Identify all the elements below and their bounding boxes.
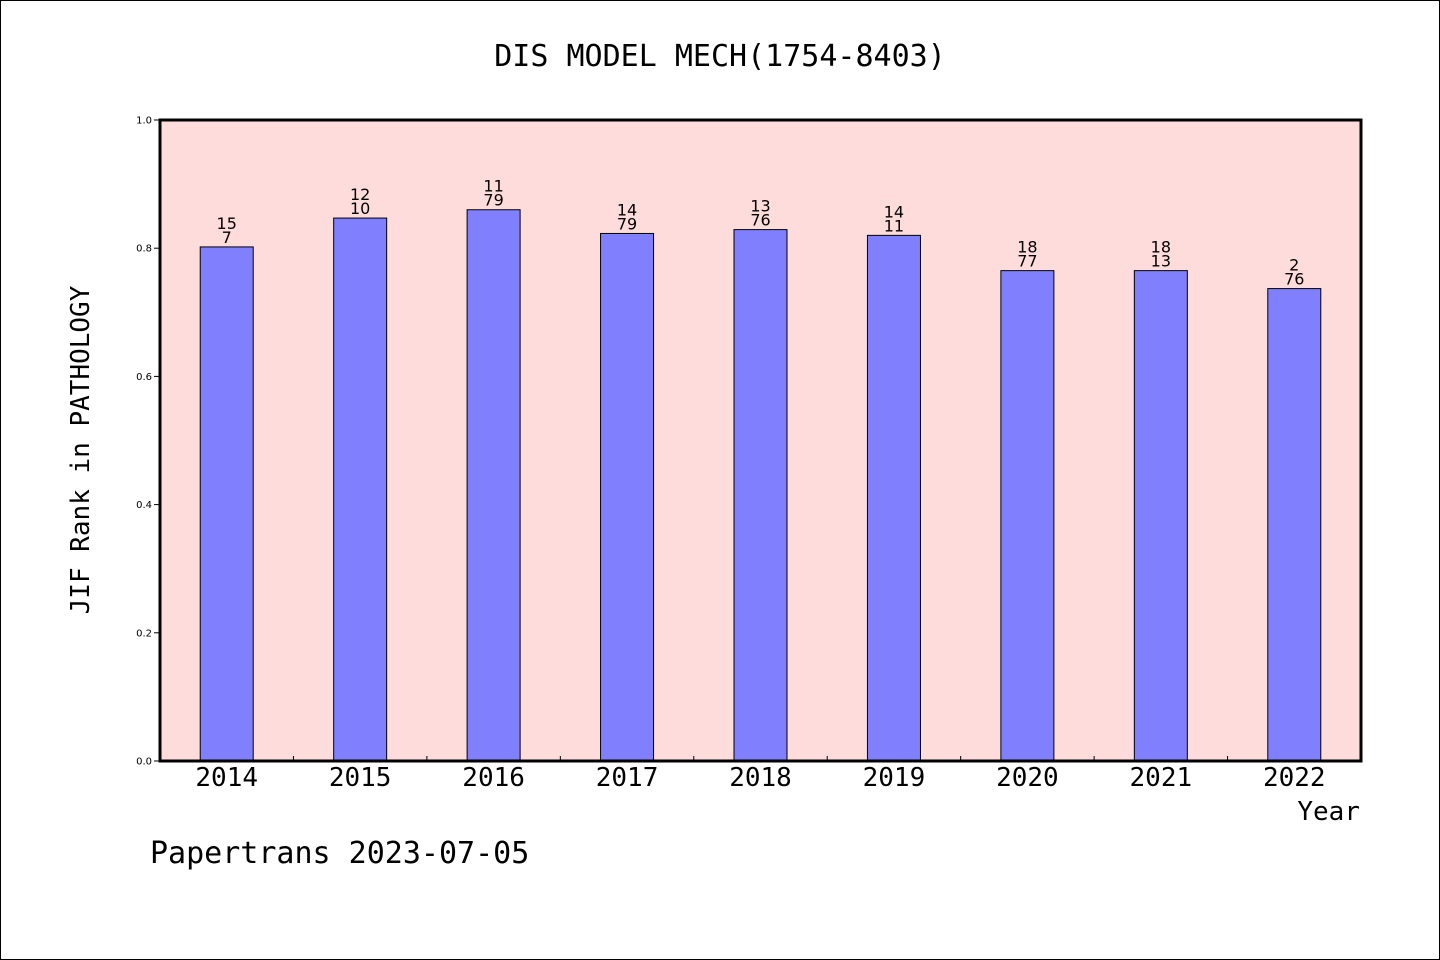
x-tick-label-2021: 2021 bbox=[1130, 763, 1193, 793]
bar-label-2020-top: 18 bbox=[1017, 238, 1037, 257]
bar-label-2018-bottom: 76 bbox=[750, 211, 770, 230]
bar-2022 bbox=[1267, 288, 1322, 762]
x-tick-label-2015: 2015 bbox=[329, 763, 392, 793]
bar-2017 bbox=[600, 232, 655, 762]
x-tick-label-2014: 2014 bbox=[195, 763, 258, 793]
y-tick-label-0.0: 0.0 bbox=[136, 757, 152, 768]
bar-2020 bbox=[1000, 270, 1055, 762]
bar-label-2022-bottom: 76 bbox=[1284, 270, 1304, 289]
y-tick-label-0.2: 0.2 bbox=[136, 628, 152, 639]
bar-label-2019-top: 14 bbox=[884, 202, 904, 221]
bar-2014 bbox=[199, 246, 254, 762]
x-axis: 2014 2015 2016 2017 2018 2019 2020 2021 2022 bbox=[195, 756, 1326, 793]
footer-credit: Papertrans 2023-07-05 bbox=[150, 836, 529, 871]
bar-label-2019-bottom: 11 bbox=[884, 216, 904, 235]
bar-2016 bbox=[466, 209, 521, 762]
bar-label-2017-top: 14 bbox=[617, 200, 637, 219]
bar-2015 bbox=[333, 217, 388, 762]
bar-label-2022-top: 2 bbox=[1289, 256, 1299, 275]
bar-2021 bbox=[1133, 270, 1188, 762]
y-axis-label: JIF Rank in PATHOLOGY bbox=[66, 285, 96, 614]
bar-label-2017-bottom: 79 bbox=[617, 214, 637, 233]
bar-label-2016-bottom: 79 bbox=[483, 191, 503, 210]
y-tick-label-0.4: 0.4 bbox=[136, 500, 152, 511]
y-tick-label-1.0: 1.0 bbox=[136, 116, 152, 127]
x-tick-label-2019: 2019 bbox=[863, 763, 926, 793]
bars-layer bbox=[199, 209, 1322, 762]
y-axis: 0.0 0.2 0.4 0.6 0.8 1.0 bbox=[136, 116, 160, 768]
chart-title: DIS MODEL MECH(1754-8403) bbox=[494, 39, 946, 74]
bar-label-2021-bottom: 13 bbox=[1151, 252, 1171, 271]
x-axis-label: Year bbox=[1297, 797, 1360, 827]
y-tick-label-0.8: 0.8 bbox=[136, 244, 152, 255]
bar-label-2020-bottom: 77 bbox=[1017, 252, 1037, 271]
x-tick-label-2017: 2017 bbox=[596, 763, 659, 793]
x-tick-label-2020: 2020 bbox=[996, 763, 1059, 793]
x-tick-label-2022: 2022 bbox=[1263, 763, 1326, 793]
x-tick-label-2018: 2018 bbox=[729, 763, 792, 793]
bar-label-2016-top: 11 bbox=[483, 177, 503, 196]
bar-label-2018-top: 13 bbox=[750, 197, 770, 216]
bar-label-2015-top: 12 bbox=[350, 185, 370, 204]
bar-label-2015-bottom: 10 bbox=[350, 199, 370, 218]
bar-label-2021-top: 18 bbox=[1151, 238, 1171, 257]
y-tick-label-0.6: 0.6 bbox=[136, 372, 152, 383]
plot-border bbox=[158, 118, 1363, 763]
bar-2018 bbox=[733, 229, 788, 762]
x-tick-label-2016: 2016 bbox=[462, 763, 525, 793]
bar-label-2014-top: 15 bbox=[217, 214, 237, 233]
bar-label-2014-bottom: 7 bbox=[222, 228, 232, 247]
bar-2019 bbox=[866, 234, 921, 762]
